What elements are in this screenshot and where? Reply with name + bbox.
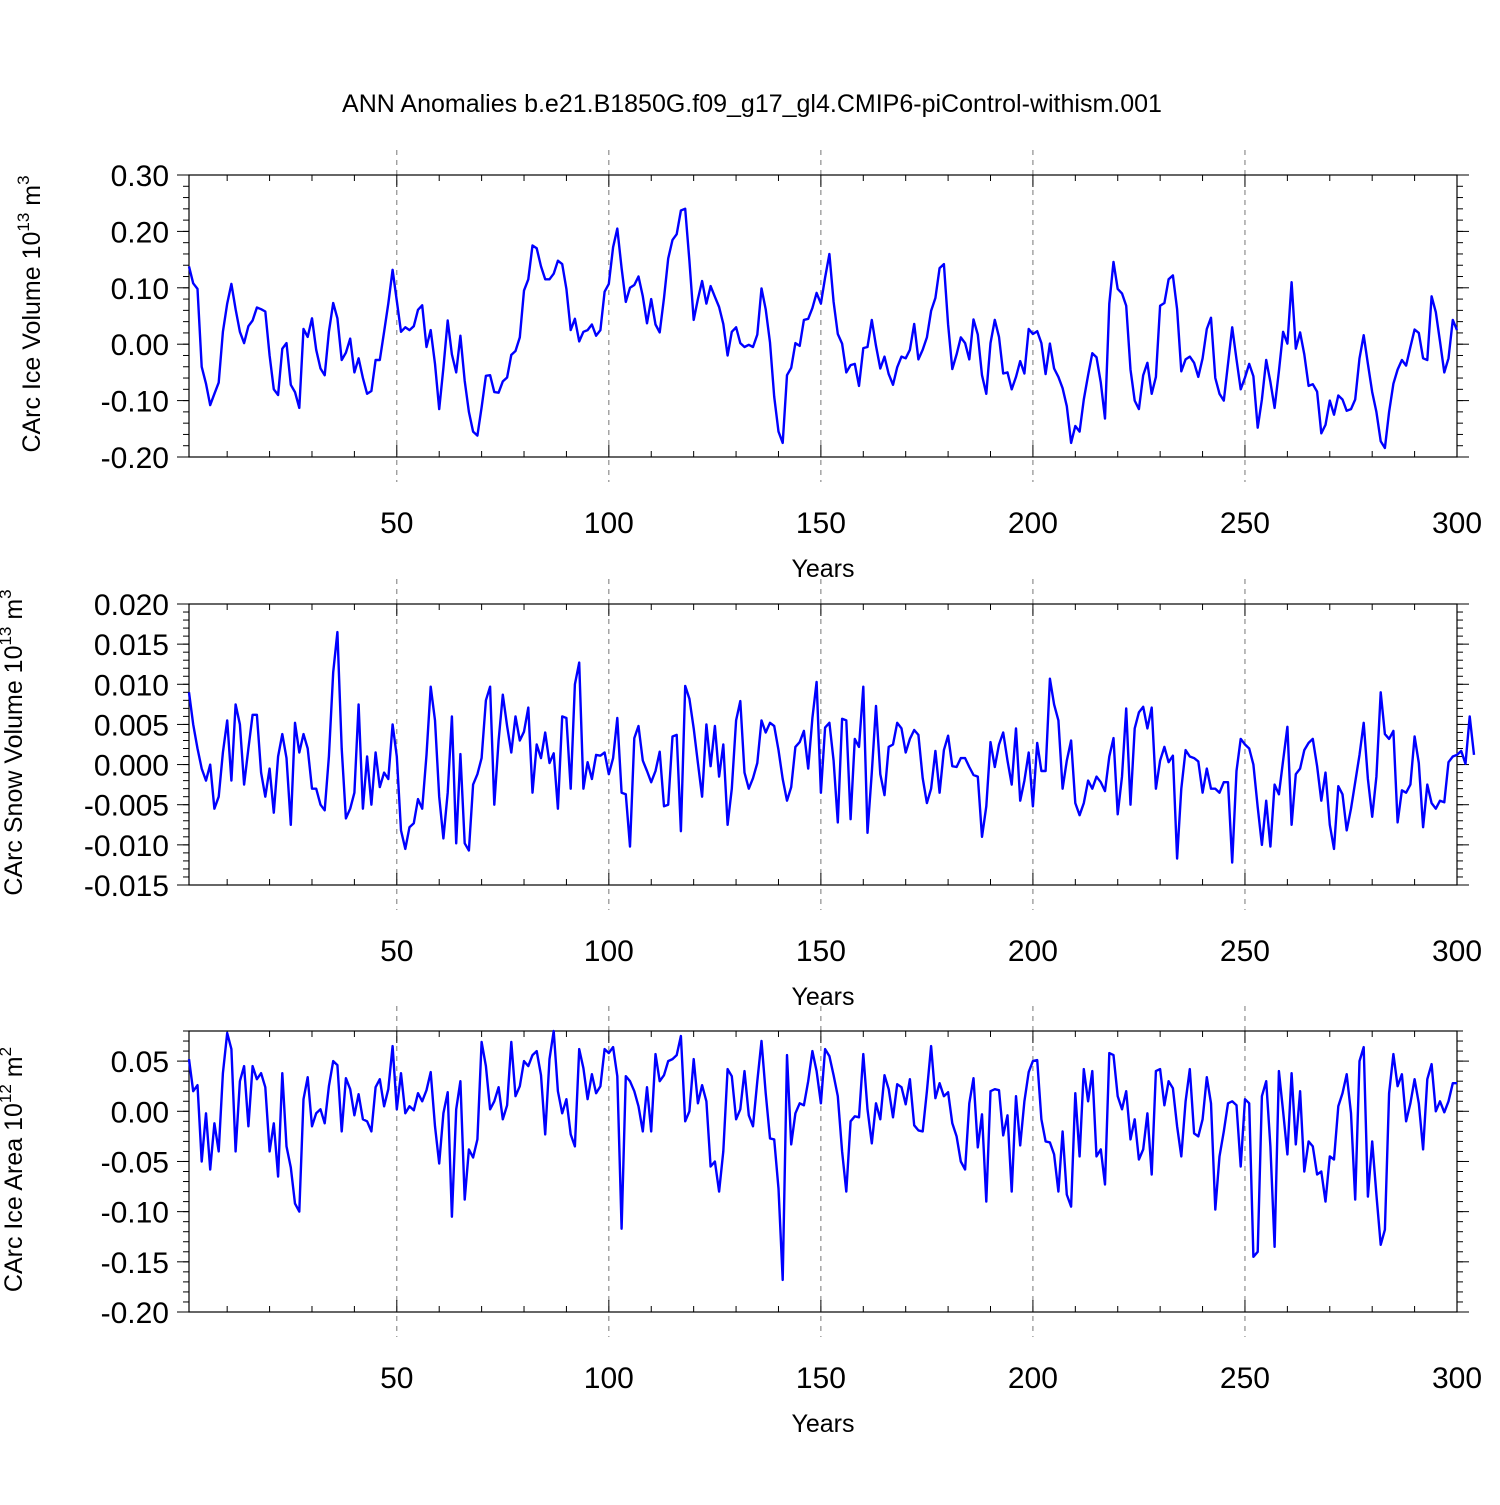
panel-2-y-tick-label: 0.010 [94, 669, 169, 702]
panel-3-x-tick-label: 300 [1432, 1362, 1482, 1395]
panel-2-series-line [187, 630, 1476, 864]
panel-2-x-tick-label: 50 [380, 935, 413, 968]
panel-1-y-axis-label: CArc Ice Volume 1013 m3 [14, 175, 46, 452]
panel-1-series-line [187, 207, 1459, 450]
panel-3-series-line [187, 1029, 1457, 1282]
panel-2-y-tick-label: 0.000 [94, 750, 169, 783]
panel-1-x-tick-label: 100 [584, 507, 634, 540]
panel-2-y-tick-label: -0.005 [84, 790, 169, 823]
panel-2-y-tick-label: -0.010 [84, 830, 169, 863]
panel-2-x-axis-label: Years [791, 983, 854, 1011]
panel-2-y-tick-label: -0.015 [84, 870, 169, 903]
panel-1-y-tick-label: 0.10 [111, 273, 169, 306]
panel-3-y-tick-label: 0.00 [111, 1096, 169, 1129]
panel-2-x-tick-label: 100 [584, 935, 634, 968]
panel-1: 50 100 150 200 250 300 Years -0.20 -0.10 0.00 0.10… [14, 150, 1482, 583]
panel-3-x-axis-label: Years [791, 1410, 854, 1438]
panel-1-y-tick-label: -0.10 [101, 386, 169, 419]
panel-2-y-axis-label: CArc Snow Volume 1013 m3 [0, 589, 28, 895]
panel-3-y-tick-label: -0.15 [101, 1247, 169, 1280]
panel-1-x-tick-label: 300 [1432, 507, 1482, 540]
panel-3-x-tick-label: 200 [1008, 1362, 1058, 1395]
panel-3-y-tick-label: -0.20 [101, 1297, 169, 1330]
panel-3-x-tick-label: 100 [584, 1362, 634, 1395]
panel-3-y-tick-label: -0.10 [101, 1197, 169, 1230]
panel-3-x-tick-label: 50 [380, 1362, 413, 1395]
panel-2-y-tick-label: 0.005 [94, 709, 169, 742]
panel-1-y-tick-label: 0.00 [111, 329, 169, 362]
panel-3-y-axis-label: CArc Ice Area 1012 m2 [0, 1047, 28, 1292]
panel-2-x-tick-label: 300 [1432, 935, 1482, 968]
panel-3-y-tick-label: -0.05 [101, 1146, 169, 1179]
panel-2-plot-frame [188, 603, 1458, 886]
panel-3-y-tick-label: 0.05 [111, 1046, 169, 1079]
panel-1-x-tick-label: 150 [796, 507, 846, 540]
panel-2: 50 100 150 200 250 300 Years -0.015 -0.010 -0.005… [0, 579, 1482, 1011]
panel-1-x-tick-label: 200 [1008, 507, 1058, 540]
panel-1-y-tick-label: 0.20 [111, 216, 169, 249]
panel-1-x-tick-label: 250 [1220, 507, 1270, 540]
panel-3-x-tick-label: 150 [796, 1362, 846, 1395]
panel-3: 50 100 150 200 250 300 Years -0.20 -0.15 -0.10 -0.… [0, 1006, 1482, 1438]
panel-1-plot-frame [188, 174, 1458, 458]
panel-1-x-axis-label: Years [791, 555, 854, 583]
panel-3-x-tick-label: 250 [1220, 1362, 1270, 1395]
panel-1-y-tick-label: 0.30 [111, 160, 169, 193]
panel-2-x-tick-label: 200 [1008, 935, 1058, 968]
panel-2-y-tick-label: 0.015 [94, 629, 169, 662]
panel-2-x-tick-label: 150 [796, 935, 846, 968]
panel-2-y-tick-label: 0.020 [94, 589, 169, 622]
panel-1-y-tick-label: -0.20 [101, 442, 169, 475]
panel-2-x-tick-label: 250 [1220, 935, 1270, 968]
panel-1-x-tick-label: 50 [380, 507, 413, 540]
chart-title: ANN Anomalies b.e21.B1850G.f09_g17_gl4.C… [342, 90, 1162, 118]
